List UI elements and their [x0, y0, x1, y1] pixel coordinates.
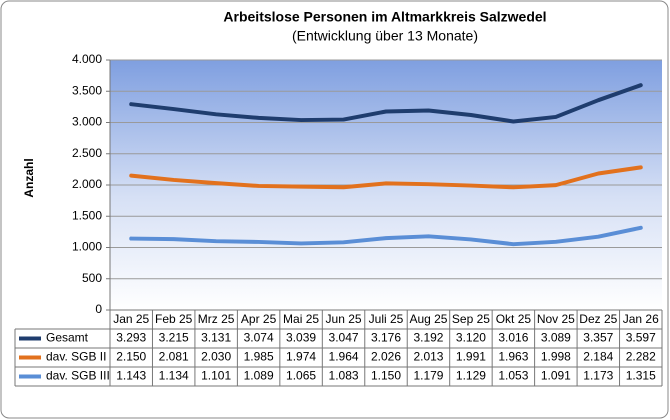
- y-tick-label: 2.000: [72, 177, 102, 191]
- chart-title: Arbeitslose Personen im Altmarkkreis Sal…: [223, 9, 546, 25]
- y-tick-label: 1.000: [72, 240, 102, 254]
- x-tick-label: Okt 25: [496, 312, 532, 326]
- x-tick-label: Jun 25: [326, 312, 362, 326]
- y-tick-label: 2.500: [72, 146, 102, 160]
- x-tick-label: Juli 25: [369, 312, 404, 326]
- data-label: 1.083: [329, 369, 359, 383]
- x-tick-label: Dez 25: [579, 312, 617, 326]
- y-tick-label: 500: [82, 271, 102, 285]
- x-tick-label: Sep 25: [452, 312, 490, 326]
- legend-label: dav. SGB II: [46, 350, 106, 364]
- data-label: 1.053: [498, 369, 528, 383]
- data-label: 1.179: [413, 369, 443, 383]
- data-label: 3.215: [159, 331, 189, 345]
- data-label: 2.150: [116, 350, 146, 364]
- data-label: 3.192: [413, 331, 443, 345]
- data-label: 3.039: [286, 331, 316, 345]
- data-label: 1.129: [456, 369, 486, 383]
- data-label: 3.293: [116, 331, 146, 345]
- x-tick-label: Nov 25: [537, 312, 575, 326]
- data-label: 3.120: [456, 331, 486, 345]
- data-label: 2.282: [626, 350, 656, 364]
- chart-subtitle: (Entwicklung über 13 Monate): [292, 28, 478, 44]
- data-label: 1.991: [456, 350, 486, 364]
- data-label: 1.134: [159, 369, 189, 383]
- data-label: 2.184: [583, 350, 613, 364]
- y-tick-label: 1.500: [72, 208, 102, 222]
- y-tick-label: 3.500: [72, 83, 102, 97]
- x-tick-label: Jan 25: [113, 312, 149, 326]
- data-label: 1.089: [244, 369, 274, 383]
- data-label: 3.074: [244, 331, 274, 345]
- y-tick-label: 4.000: [72, 52, 102, 66]
- data-label: 1.964: [329, 350, 359, 364]
- legend-label: dav. SGB III: [46, 369, 110, 383]
- data-label: 3.597: [626, 331, 656, 345]
- data-label: 1.101: [201, 369, 231, 383]
- data-label: 1.150: [371, 369, 401, 383]
- series-line: [129, 83, 643, 124]
- data-label: 1.985: [244, 350, 274, 364]
- legend-label: Gesamt: [46, 331, 89, 345]
- data-label: 3.047: [329, 331, 359, 345]
- series-line: [129, 225, 643, 247]
- data-label: 3.016: [498, 331, 528, 345]
- data-label: 3.089: [541, 331, 571, 345]
- data-label: 1.173: [583, 369, 613, 383]
- data-label: 1.998: [541, 350, 571, 364]
- data-label: 2.026: [371, 350, 401, 364]
- y-axis-label: Anzahl: [22, 158, 36, 197]
- data-label: 1.974: [286, 350, 316, 364]
- data-label: 1.065: [286, 369, 316, 383]
- x-tick-label: Aug 25: [409, 312, 447, 326]
- data-label: 1.091: [541, 369, 571, 383]
- x-tick-label: Apr 25: [241, 312, 277, 326]
- data-label: 2.013: [413, 350, 443, 364]
- data-label: 2.030: [201, 350, 231, 364]
- data-label: 1.963: [498, 350, 528, 364]
- x-tick-label: Jan 26: [623, 312, 659, 326]
- data-label: 1.315: [626, 369, 656, 383]
- data-label: 1.143: [116, 369, 146, 383]
- x-tick-label: Mai 25: [283, 312, 319, 326]
- data-label: 2.081: [159, 350, 189, 364]
- data-label: 3.176: [371, 331, 401, 345]
- y-tick-label: 3.000: [72, 115, 102, 129]
- series-line: [129, 165, 643, 190]
- data-label: 3.357: [583, 331, 613, 345]
- data-label: 3.131: [201, 331, 231, 345]
- y-tick-label: 0: [95, 302, 102, 316]
- x-tick-label: Feb 25: [155, 312, 193, 326]
- x-tick-label: Mrz 25: [198, 312, 235, 326]
